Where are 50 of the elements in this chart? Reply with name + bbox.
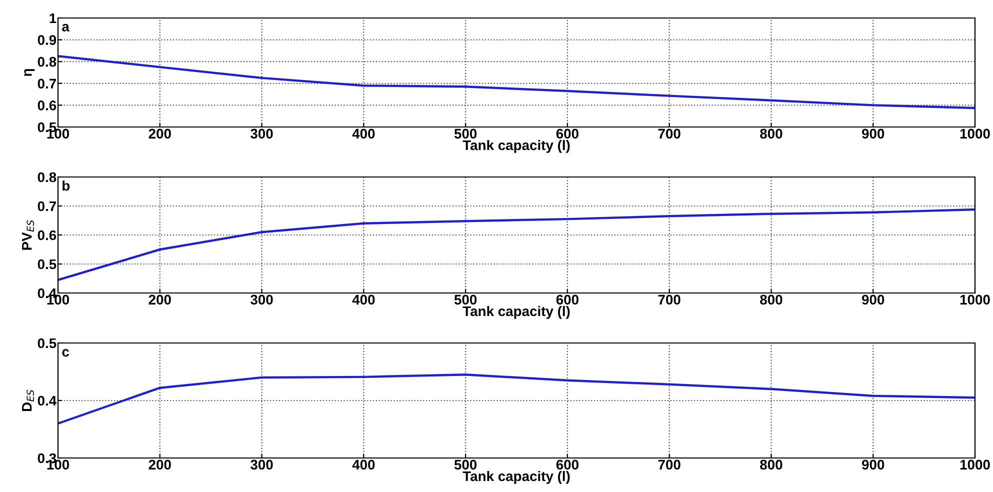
x-tick-label: 1000 [960,294,990,305]
annotation: c [62,349,69,357]
x-tick-label: 200 [148,460,171,470]
x-tick-label: 400 [352,294,375,305]
x-tick-label: 700 [658,460,680,470]
x-tick-label: 200 [148,294,171,305]
x-tick-label: 600 [556,460,578,470]
x-tick-label: 300 [250,460,273,470]
y-axis-title: PV$_{ES}$ [22,220,34,250]
x-axis-title: Tank capacity (l) [462,470,570,484]
line-series [58,55,975,110]
y-tick-label: 0.5 [38,338,56,348]
x-tick-label: 300 [250,128,273,139]
line-series [58,374,975,425]
x-tick-label: 500 [454,294,477,305]
y-tick-label: 0.6 [38,100,56,110]
y-tick-label: 1 [50,13,56,24]
y-tick-label: 0.9 [38,35,56,45]
x-tick-label: 500 [454,460,477,470]
y-axis-title: D$_{ES}$ [22,390,34,412]
x-tick-label: 200 [148,128,171,139]
y-tick-label: 0.7 [38,78,56,89]
y-axis-title: η [24,69,35,76]
x-tick-label: 600 [556,294,578,305]
x-tick-label: 800 [760,128,782,139]
x-tick-label: 700 [658,128,680,139]
x-axis-title: Tank capacity (l) [462,140,570,153]
x-tick-label: 400 [352,460,375,470]
y-tick-label: 0.7 [38,201,56,212]
y-tick-label: 0.5 [38,259,56,270]
y-tick-label: 0.8 [38,172,56,182]
y-tick-label: 0.8 [38,56,56,67]
x-tick-label: 800 [760,460,782,470]
x-tick-label: 400 [352,128,375,139]
x-tick-label: 1000 [960,128,990,139]
x-tick-label: 300 [250,294,273,305]
x-tick-label: 700 [658,294,680,305]
x-tick-label: 1000 [960,460,990,470]
x-axis-title: Tank capacity (l) [462,306,570,319]
annotation: b [62,180,70,191]
y-tick-label: 0.6 [38,230,56,240]
line-series [58,208,975,282]
x-tick-label: 900 [862,460,884,470]
x-tick-label: 900 [862,128,884,139]
x-tick-label: 900 [862,294,884,305]
x-tick-label: 800 [760,294,782,305]
annotation: a [62,24,70,32]
x-tick-label: 600 [556,128,578,139]
y-tick-label: 0.4 [38,396,57,406]
x-tick-label: 500 [454,128,477,139]
